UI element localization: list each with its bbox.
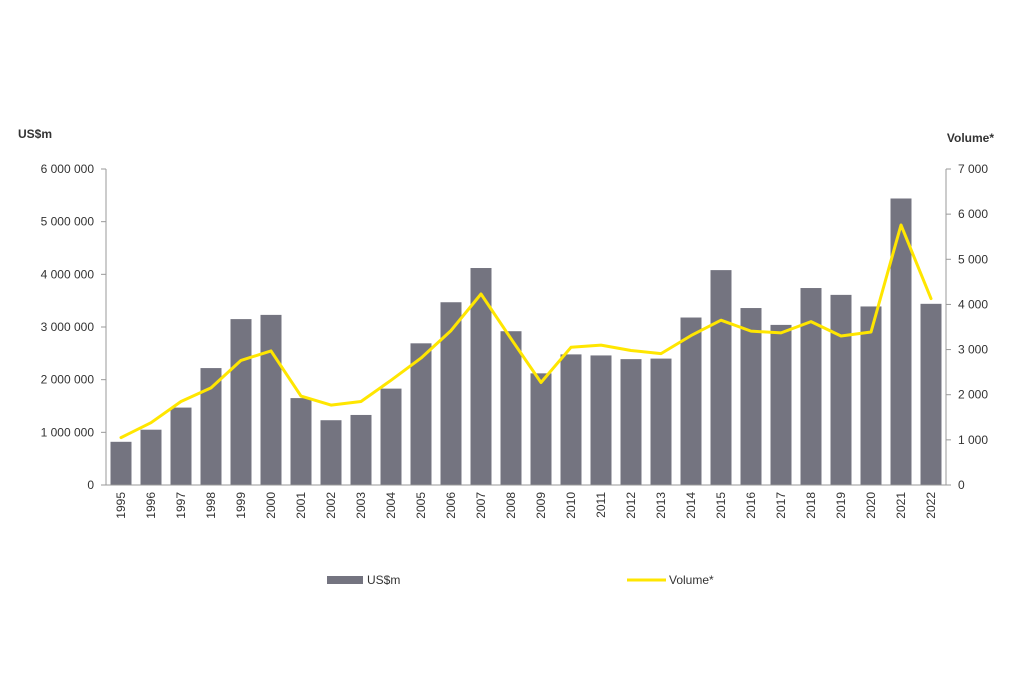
bar-1998 [200,368,222,485]
left-tick-label: 2 000 000 [41,373,95,387]
x-tick-label: 2019 [834,492,848,519]
x-tick-label: 2017 [774,492,788,519]
legend-bar-swatch [327,576,363,584]
x-tick-label: 2020 [864,492,878,519]
bar-2016 [740,308,762,485]
axes [101,168,951,486]
left-tick-label: 0 [87,478,94,492]
right-tick-label: 0 [958,478,965,492]
bar-2004 [380,388,402,485]
x-tick-label: 1997 [174,492,188,519]
bar-2009 [530,373,552,485]
right-tick-label: 1 000 [958,433,988,447]
x-tick-label: 2000 [264,492,278,519]
bar-2017 [770,324,792,485]
bar-1999 [230,319,252,485]
x-tick-label: 1999 [234,492,248,519]
x-tick-label: 2014 [684,492,698,519]
bar-2022 [920,303,942,485]
left-axis-ticks: 0 1 000 000 2 000 000 3 000 000 4 000 000 5 0… [41,162,95,492]
line-series [119,223,933,440]
x-tick-label: 2013 [654,492,668,519]
left-axis-title: US$m [18,127,52,141]
x-tick-label: 2015 [714,492,728,519]
bar-2006 [440,302,462,485]
x-tick-label: 2004 [384,492,398,519]
bar-2018 [800,288,822,485]
left-tick-label: 6 000 000 [41,162,95,176]
bar-2003 [350,414,372,485]
x-tick-label: 2018 [804,492,818,519]
x-axis-labels: 1995 1996 1997 1998 1999 2000 2001 2002 2003 2004… [114,492,938,519]
right-tick-label: 5 000 [958,252,988,266]
bar-2010 [560,354,582,485]
x-tick-label: 2001 [294,492,308,519]
bar-2019 [830,294,852,485]
bar-2013 [650,358,672,485]
volume-line [119,223,933,440]
x-tick-label: 2016 [744,492,758,519]
right-axis-ticks: 0 1 000 2 000 3 000 4 000 5 000 6 000 7 000 [958,162,988,492]
bar-2005 [410,343,432,485]
bar-2000 [260,314,282,485]
left-tick-label: 1 000 000 [41,425,95,439]
x-tick-label: 2022 [924,492,938,519]
left-tick-label: 4 000 000 [41,267,95,281]
bar-2007 [470,268,492,485]
bar-2021 [890,198,912,485]
x-tick-label: 2011 [594,492,608,518]
x-tick-label: 2010 [564,492,578,519]
x-tick-label: 2007 [474,492,488,519]
bar-1995 [110,441,132,485]
bar-2011 [590,355,612,485]
bar-2002 [320,420,342,485]
x-tick-label: 2005 [414,492,428,519]
bar-1996 [140,429,162,485]
bar-2014 [680,317,702,485]
x-tick-label: 2008 [504,492,518,519]
right-tick-label: 6 000 [958,207,988,221]
bar-2020 [860,306,882,485]
legend: US$m Volume* [327,573,714,587]
right-tick-label: 7 000 [958,162,988,176]
x-tick-label: 2009 [534,492,548,519]
bar-2001 [290,398,312,485]
bar-2012 [620,359,642,485]
right-tick-label: 3 000 [958,343,988,357]
left-tick-label: 5 000 000 [41,215,95,229]
left-tick-label: 3 000 000 [41,320,95,334]
x-tick-label: 2012 [624,492,638,519]
x-tick-label: 2006 [444,492,458,519]
bar-1997 [170,407,192,485]
x-tick-label: 2002 [324,492,338,519]
x-tick-label: 1998 [204,492,218,519]
x-tick-label: 2021 [894,492,908,519]
right-tick-label: 4 000 [958,297,988,311]
x-tick-label: 2003 [354,492,368,519]
right-axis-title: Volume* [947,131,994,145]
right-tick-label: 2 000 [958,388,988,402]
bar-2015 [710,270,732,485]
x-tick-label: 1996 [144,492,158,519]
legend-line-label: Volume* [669,573,714,587]
bar-series [110,198,942,485]
bar-2008 [500,331,522,485]
x-tick-label: 1995 [114,492,128,519]
legend-bar-label: US$m [367,573,400,587]
